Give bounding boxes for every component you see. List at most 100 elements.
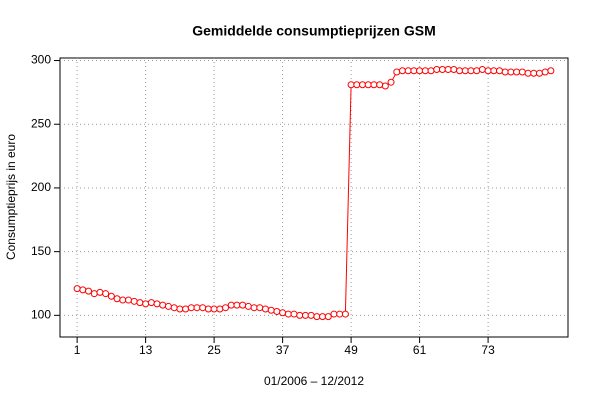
data-point [153, 300, 161, 308]
data-point [222, 304, 230, 312]
data-point [176, 305, 184, 313]
data-point [187, 304, 195, 312]
data-point [461, 67, 469, 75]
data-point [376, 81, 384, 89]
x-tick-label: 25 [207, 343, 221, 357]
data-point [398, 67, 406, 75]
y-tick-label: 300 [31, 53, 51, 67]
data-point [233, 301, 241, 309]
data-point [193, 304, 201, 312]
data-point [79, 286, 87, 294]
data-point [142, 300, 150, 308]
data-point [210, 305, 218, 313]
data-point [484, 67, 492, 75]
data-point [313, 313, 321, 321]
data-point [501, 68, 509, 76]
data-point [301, 311, 309, 319]
data-point [73, 285, 81, 293]
x-tick-label: 73 [481, 343, 495, 357]
x-axis-label: 01/2006 – 12/2012 [264, 374, 364, 388]
x-tick-label: 61 [413, 343, 427, 357]
data-point [507, 68, 515, 76]
series-line [77, 68, 551, 318]
data-point [438, 65, 446, 73]
data-point [547, 67, 555, 75]
data-point [359, 81, 367, 89]
data-point [250, 304, 258, 312]
data-point [267, 306, 275, 314]
data-point [478, 65, 486, 73]
data-point [541, 68, 549, 76]
data-point [307, 311, 315, 319]
data-point [387, 78, 395, 86]
data-point [347, 81, 355, 89]
data-point [290, 310, 298, 318]
data-point [404, 67, 412, 75]
data-point [113, 295, 121, 303]
data-point [204, 305, 212, 313]
data-point [336, 310, 344, 318]
data-point [256, 304, 264, 312]
data-point [530, 69, 538, 77]
data-point [119, 296, 127, 304]
data-point [456, 67, 464, 75]
data-point [136, 299, 144, 307]
plot-frame [59, 57, 569, 338]
data-point [284, 310, 292, 318]
data-point [85, 287, 93, 295]
data-point [393, 68, 401, 76]
x-tick-label: 1 [74, 343, 81, 357]
data-point [370, 81, 378, 89]
x-tick-label: 49 [344, 343, 358, 357]
data-point [227, 301, 235, 309]
data-point [170, 304, 178, 312]
y-tick-label: 200 [31, 180, 51, 194]
data-point [279, 309, 287, 317]
data-point [535, 69, 543, 77]
data-point [90, 290, 98, 298]
y-tick-label: 250 [31, 116, 51, 130]
data-point [239, 301, 247, 309]
data-point [164, 302, 172, 310]
data-point [273, 308, 281, 316]
x-tick-label: 37 [276, 343, 290, 357]
data-point [444, 65, 452, 73]
data-point [107, 292, 115, 300]
data-point [182, 305, 190, 313]
data-point [341, 310, 349, 318]
data-point [261, 305, 269, 313]
data-point [410, 67, 418, 75]
data-point [296, 311, 304, 319]
data-point [102, 290, 110, 298]
data-point [473, 67, 481, 75]
data-point [147, 299, 155, 307]
data-point [421, 67, 429, 75]
data-point [324, 313, 332, 321]
data-point [244, 302, 252, 310]
data-point [199, 304, 207, 312]
data-point [427, 67, 435, 75]
data-point [490, 67, 498, 75]
data-point [524, 69, 532, 77]
data-point [496, 67, 504, 75]
chart-title: Gemiddelde consumptieprijzen GSM [192, 23, 435, 39]
data-point [319, 313, 327, 321]
data-point [159, 301, 167, 309]
data-point [381, 82, 389, 90]
data-point [130, 297, 138, 305]
data-point [467, 67, 475, 75]
data-point [450, 65, 458, 73]
data-point [364, 81, 372, 89]
y-tick-label: 100 [31, 308, 51, 322]
data-point [96, 288, 104, 296]
data-point [513, 68, 521, 76]
data-point [216, 305, 224, 313]
data-point [433, 65, 441, 73]
x-tick-label: 13 [139, 343, 153, 357]
data-point [416, 67, 424, 75]
data-point [124, 296, 132, 304]
data-point [518, 68, 526, 76]
data-point [330, 310, 338, 318]
y-axis-label: Consumptieprijs in euro [4, 134, 18, 260]
